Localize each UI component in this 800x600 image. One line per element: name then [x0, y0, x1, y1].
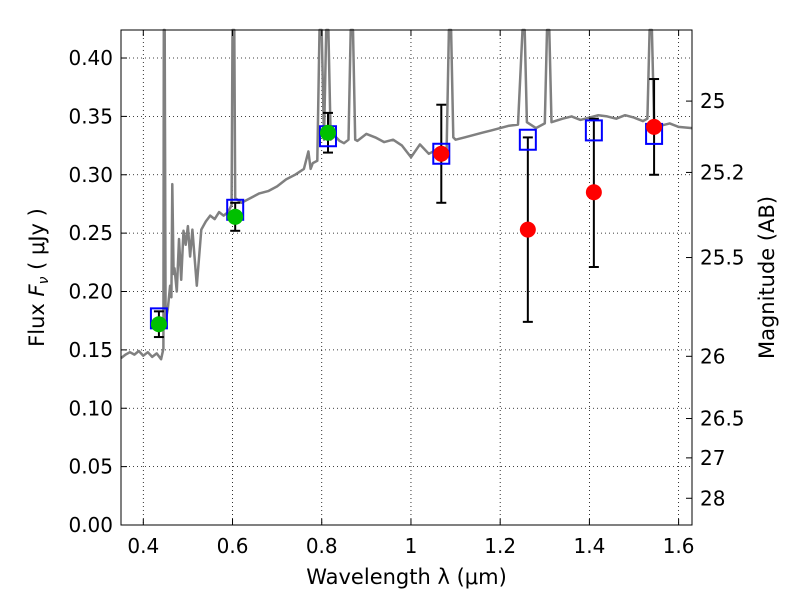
tick-layer: 0.4 0.6 0.8 1 1.2 1.4 1.6 0.00 0.05 0.10 0.15 0.20 0… — [68, 30, 745, 558]
optical-point — [150, 316, 167, 333]
marker-layer — [149, 118, 664, 333]
optical-point — [319, 124, 336, 141]
y-title-suffix: ( μJy ) — [25, 208, 49, 276]
y-right-tick-label: 25 — [700, 89, 725, 113]
nir-point — [519, 221, 536, 238]
y-title-prefix: Flux — [25, 297, 49, 347]
y-right-tick-label: 26 — [700, 344, 725, 368]
y-tick-label: 0.00 — [68, 513, 113, 537]
x-axis-title: Wavelength λ (μm) — [306, 565, 507, 589]
y-axis-right-title: Magnitude (AB) — [755, 196, 779, 359]
x-tick-label: 1.6 — [663, 534, 695, 558]
y-title-symbol: F — [25, 284, 49, 297]
y-tick-label: 0.40 — [68, 46, 113, 70]
spectrum-layer — [120, 28, 693, 361]
nir-point — [585, 184, 602, 201]
y-tick-label: 0.10 — [68, 396, 113, 420]
y-tick-label: 0.30 — [68, 163, 113, 187]
y-right-tick-label: 26.5 — [700, 407, 745, 431]
nir-point — [433, 145, 450, 162]
optical-point — [227, 208, 244, 225]
grid-lines — [121, 30, 692, 526]
y-tick-label: 0.20 — [68, 280, 113, 304]
x-tick-label: 1.4 — [573, 534, 605, 558]
y-tick-label: 0.25 — [68, 221, 113, 245]
y-tick-label: 0.35 — [68, 104, 113, 128]
x-tick-label: 0.4 — [127, 534, 159, 558]
y-title-subscript: ν — [36, 276, 52, 284]
nir-point — [646, 118, 663, 135]
x-tick-label: 1.2 — [484, 534, 516, 558]
y-tick-label: 0.15 — [68, 338, 113, 362]
model-square-marker — [518, 128, 537, 151]
y-axis-title: Flux Fν ( μJy ) — [25, 208, 52, 347]
y-right-tick-label: 25.5 — [700, 246, 745, 270]
x-tick-label: 0.8 — [306, 534, 338, 558]
y-right-tick-label: 28 — [700, 486, 725, 510]
y-right-tick-label: 25.2 — [700, 160, 745, 184]
spectrum-line — [120, 28, 693, 361]
model-square-marker — [584, 119, 603, 142]
y-tick-label: 0.05 — [68, 455, 113, 479]
plot-frame — [120, 29, 693, 526]
x-tick-label: 1 — [405, 534, 418, 558]
y-right-tick-label: 27 — [700, 446, 725, 470]
x-tick-label: 0.6 — [217, 534, 249, 558]
